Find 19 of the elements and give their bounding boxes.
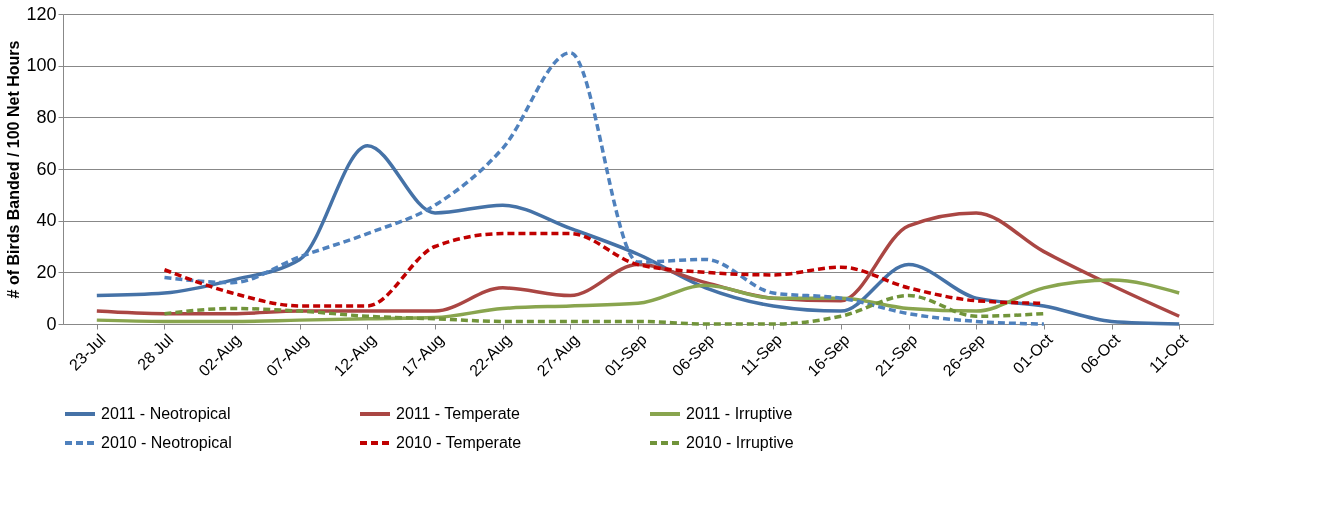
line-series: [95, 144, 1181, 326]
legend-label: 2010 - Neotropical: [101, 434, 232, 451]
y-tick-label: 20: [36, 261, 57, 282]
y-tick-label: 80: [36, 106, 57, 127]
y-tick-label: 120: [26, 3, 57, 24]
legend-label: 2011 - Irruptive: [686, 405, 793, 422]
y-axis-title: # of Birds Banded / 100 Net Hours: [5, 40, 23, 299]
line-series: [162, 293, 1046, 326]
y-tick-label: 100: [26, 55, 57, 76]
x-tick-label: 28 Jul: [134, 330, 177, 374]
legend-label: 2010 - Temperate: [396, 434, 522, 451]
y-tick-label: 40: [36, 210, 57, 231]
y-tick-label: 0: [46, 313, 57, 334]
legend-label: 2011 - Temperate: [396, 405, 521, 422]
legend-label: 2010 - Irruptive: [686, 434, 794, 451]
legend-label: 2011 - Neotropical: [101, 405, 231, 422]
line-series: [162, 51, 1046, 326]
y-tick-label: 60: [36, 158, 57, 179]
line-series: [95, 278, 1181, 324]
